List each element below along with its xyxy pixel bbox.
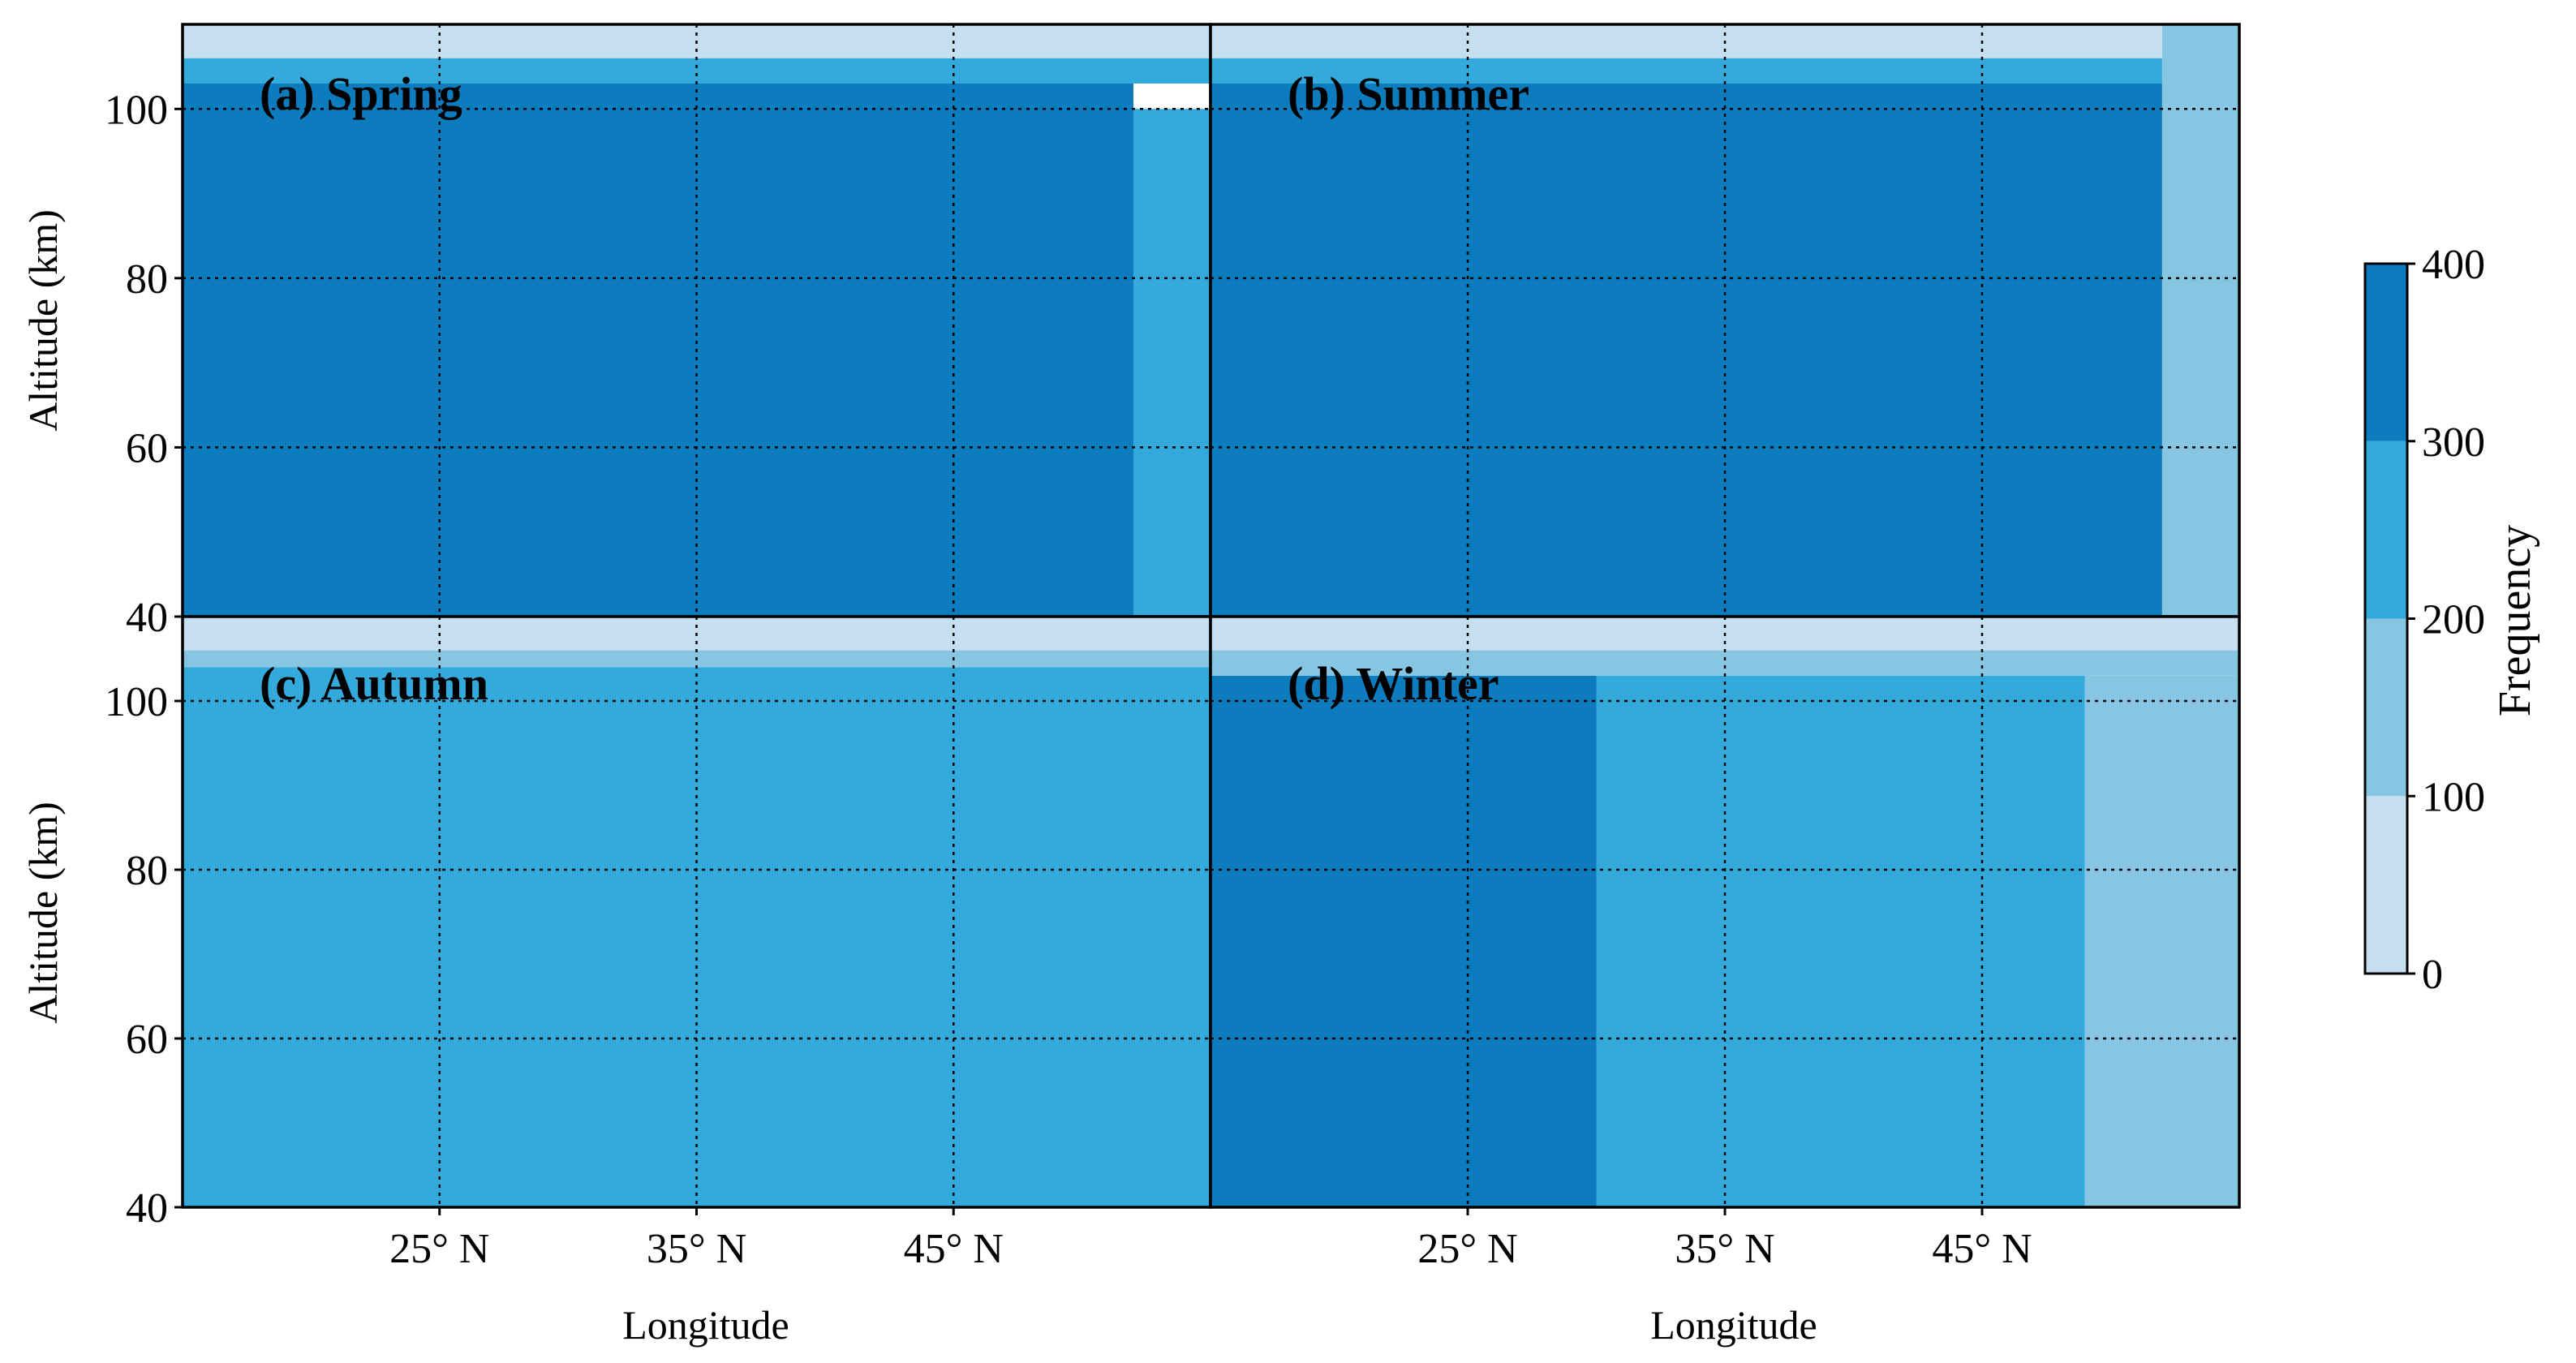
y-axis-label-top: Altitude (km)	[20, 209, 66, 432]
heatmap-cell-1-2	[1211, 58, 2162, 84]
colorbar: 0 100 200 300 400	[2363, 242, 2485, 998]
colorbar-swatch-2	[2365, 441, 2407, 619]
panel-2: 40 60 80 100 25° N 35° N 45° N	[105, 615, 1212, 1272]
panel-1	[1209, 23, 2241, 618]
x-axis-label-right: Longitude	[1650, 1302, 1817, 1348]
panel-title-winter: (d) Winter	[1288, 657, 1499, 710]
y-axis-label-bottom: Altitude (km)	[20, 802, 66, 1024]
panel-0: 40 60 80 100	[105, 23, 1212, 641]
panel-title-autumn: (c) Autumn	[260, 657, 488, 710]
y-tick-label: 100	[105, 87, 168, 133]
x-tick-label: 25° N	[389, 1226, 489, 1272]
panels: 40 60 80 100 40 60 80 100 25° N 35° N 45° N 25° N 35…	[105, 23, 2241, 1272]
colorbar-tick-label: 100	[2422, 774, 2485, 820]
colorbar-swatch-0	[2365, 796, 2407, 974]
x-tick-label: 35° N	[647, 1226, 746, 1272]
heatmap-cell-0-0	[183, 84, 1133, 617]
x-tick-label: 25° N	[1417, 1226, 1517, 1272]
y-tick-label: 100	[105, 679, 168, 725]
heatmap-cell-1-3	[1211, 24, 2162, 58]
y-tick-label: 60	[126, 1017, 168, 1063]
heatmap-cell-1-0	[1211, 84, 2162, 617]
panel-title-spring: (a) Spring	[260, 67, 462, 120]
heatmap-cell-3-2	[2084, 675, 2239, 1207]
x-axis-label-left: Longitude	[622, 1302, 789, 1348]
x-tick-label: 45° N	[1932, 1226, 2032, 1272]
heatmap-cell-3-3	[1211, 650, 2239, 676]
colorbar-label: Frequency	[2490, 525, 2540, 716]
y-tick-label: 80	[126, 256, 168, 303]
colorbar-tick-label: 0	[2422, 952, 2443, 998]
y-tick-label: 40	[126, 1185, 168, 1232]
panel-title-summer: (b) Summer	[1288, 67, 1529, 120]
colorbar-swatch-1	[2365, 618, 2407, 797]
y-tick-label: 80	[126, 848, 168, 894]
y-tick-label: 40	[126, 595, 168, 641]
colorbar-tick-label: 400	[2422, 242, 2485, 288]
colorbar-tick-label: 300	[2422, 419, 2485, 466]
heatmap-cell-3-1	[1596, 675, 2085, 1207]
x-tick-label: 45° N	[904, 1226, 1004, 1272]
heatmap-cell-3-0	[1211, 675, 1597, 1207]
y-tick-label: 60	[126, 425, 168, 471]
heatmap-cell-0-1	[1133, 109, 1211, 617]
heatmap-cell-0-2	[183, 58, 1211, 84]
panel-3: 25° N 35° N 45° N	[1209, 615, 2241, 1272]
x-tick-label: 35° N	[1675, 1226, 1774, 1272]
heatmap-cell-1-1	[2161, 24, 2239, 617]
colorbar-swatch-3	[2365, 264, 2407, 441]
colorbar-tick-label: 200	[2422, 597, 2485, 643]
